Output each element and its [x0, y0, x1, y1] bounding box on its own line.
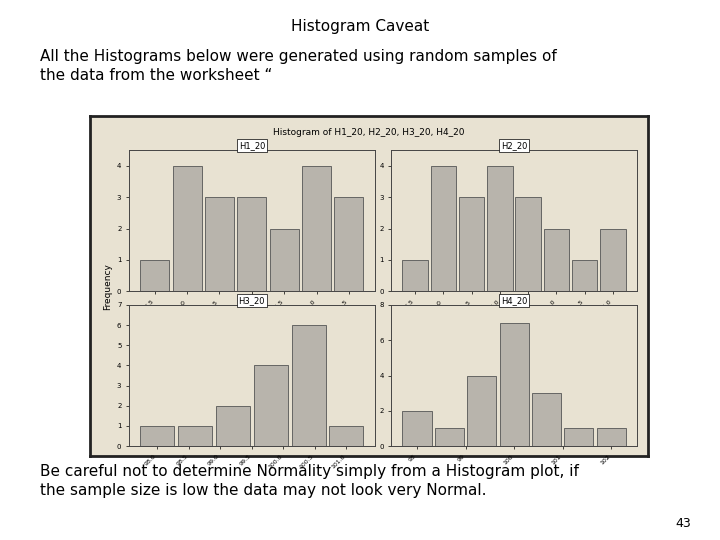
- Bar: [516, 197, 541, 291]
- Bar: [178, 426, 212, 446]
- Bar: [564, 428, 593, 446]
- Bar: [544, 228, 570, 291]
- Bar: [459, 197, 485, 291]
- Bar: [431, 166, 456, 291]
- Text: the sample size is low the data may not look very Normal.: the sample size is low the data may not …: [40, 483, 486, 498]
- Bar: [302, 166, 331, 291]
- Bar: [329, 426, 364, 446]
- Bar: [532, 393, 561, 446]
- Title: H1_20: H1_20: [238, 141, 265, 150]
- Bar: [597, 428, 626, 446]
- Text: Frequency: Frequency: [104, 263, 112, 309]
- Text: Be careful not to determine Normality simply from a Histogram plot, if: Be careful not to determine Normality si…: [40, 464, 578, 480]
- Bar: [435, 428, 464, 446]
- Text: the data from the worksheet “: the data from the worksheet “: [40, 68, 272, 83]
- Bar: [500, 322, 528, 446]
- Bar: [269, 228, 299, 291]
- Bar: [334, 197, 364, 291]
- Bar: [402, 411, 431, 446]
- Title: H4_20: H4_20: [501, 296, 527, 305]
- Bar: [402, 260, 428, 291]
- Bar: [467, 375, 496, 446]
- Title: H3_20: H3_20: [238, 296, 265, 305]
- Text: 43: 43: [675, 517, 691, 530]
- Bar: [572, 260, 598, 291]
- Bar: [253, 366, 288, 446]
- Bar: [600, 228, 626, 291]
- Bar: [140, 260, 169, 291]
- Text: All the Histograms below were generated using random samples of: All the Histograms below were generated …: [40, 49, 557, 64]
- Bar: [292, 325, 325, 446]
- Title: H2_20: H2_20: [501, 141, 527, 150]
- Bar: [216, 406, 250, 446]
- Text: Histogram Caveat: Histogram Caveat: [291, 19, 429, 34]
- Bar: [487, 166, 513, 291]
- Bar: [205, 197, 234, 291]
- Bar: [238, 197, 266, 291]
- Text: Histogram of H1_20, H2_20, H3_20, H4_20: Histogram of H1_20, H2_20, H3_20, H4_20: [274, 128, 464, 137]
- Bar: [140, 426, 174, 446]
- Bar: [173, 166, 202, 291]
